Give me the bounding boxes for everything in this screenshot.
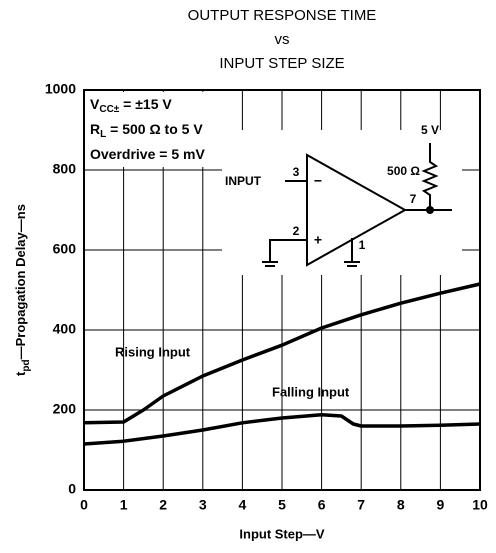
chart-title: INPUT STEP SIZE <box>219 55 344 72</box>
x-tick-label: 4 <box>239 497 247 513</box>
condition-subscript: L <box>100 129 106 140</box>
curves <box>83 282 481 446</box>
condition-text: = 5 mV <box>155 146 205 162</box>
condition-symbol: R <box>90 121 100 137</box>
x-tick-label: 10 <box>472 497 488 513</box>
x-axis-label: Input Step—V <box>239 526 325 541</box>
x-tick-label: 0 <box>80 497 88 513</box>
pin-label: 1 <box>359 238 366 252</box>
pin-label: 2 <box>293 224 300 238</box>
op-amp <box>306 153 408 267</box>
y-label-subscript: pd <box>21 359 32 371</box>
chart-title: vs <box>275 31 290 48</box>
x-tick-label: 9 <box>437 497 445 513</box>
y-tick-label: 1000 <box>45 81 76 97</box>
x-tick-label: 5 <box>278 497 286 513</box>
pin-label: 7 <box>410 192 417 206</box>
y-axis-label: tpd—Propagation Delay—ns <box>13 204 31 376</box>
pin-sign: − <box>314 173 322 189</box>
x-tick-label: 2 <box>159 497 167 513</box>
chart-title: OUTPUT RESPONSE TIME <box>188 7 377 24</box>
condition-symbol: V <box>90 96 100 112</box>
x-tick-label: 1 <box>120 497 128 513</box>
line <box>83 282 481 425</box>
title: OUTPUT RESPONSE TIME vs INPUT STEP SIZE <box>188 7 377 72</box>
x-tick-label: 6 <box>318 497 326 513</box>
y-tick-label: 200 <box>53 401 77 417</box>
condition-text: = 500 Ω to 5 V <box>106 121 203 137</box>
conditions-bg <box>86 92 231 167</box>
y-tick-label: 400 <box>53 321 77 337</box>
y-label-text: —Propagation Delay—ns <box>13 204 28 359</box>
x-tick-label: 3 <box>199 497 207 513</box>
circuit-label: INPUT <box>225 174 262 188</box>
y-label-symbol: t <box>13 371 28 376</box>
pin-label: 3 <box>293 165 300 179</box>
annotation: Rising Input <box>115 344 191 359</box>
annotation: Falling Input <box>272 384 350 399</box>
pin-sign: + <box>314 232 322 248</box>
condition-subscript: CC± <box>99 104 119 115</box>
line <box>83 413 481 446</box>
circuit-label: 500 Ω <box>387 164 420 178</box>
y-tick-label: 600 <box>53 241 77 257</box>
y-tick-label: 0 <box>68 481 76 497</box>
circuit: INPUT 3 − 2 + 7 1 5 V 500 Ω <box>222 123 462 275</box>
y-tick-label: 800 <box>53 161 77 177</box>
circuit-label: 5 V <box>421 123 439 137</box>
conditions: VCC± = ±15 V RL = 500 Ω to 5 V Overdrive =… <box>86 92 231 167</box>
condition: VCC± = ±15 V <box>90 96 172 115</box>
resistor <box>421 143 439 210</box>
condition: Overdrive = 5 mV <box>90 146 205 162</box>
condition-symbol: Overdrive <box>90 146 156 162</box>
condition-text: = ±15 V <box>119 96 172 112</box>
x-tick-label: 7 <box>357 497 365 513</box>
condition: RL = 500 Ω to 5 V <box>90 121 203 140</box>
x-tick-label: 8 <box>397 497 405 513</box>
wire <box>269 239 307 262</box>
